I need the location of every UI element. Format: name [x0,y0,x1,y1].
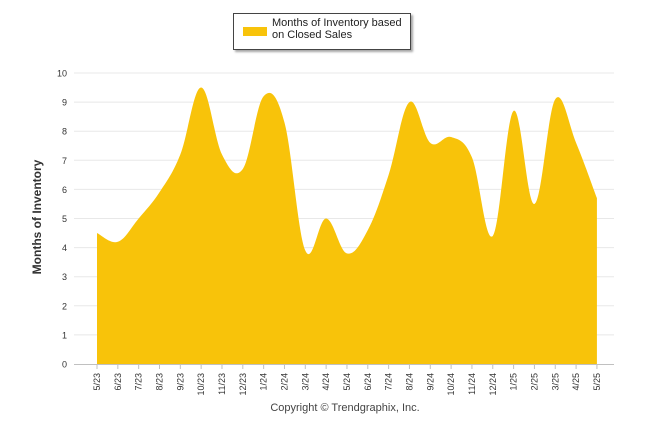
x-tick-label-5-24: 5/24 [342,373,352,391]
data-point-3-25 [554,98,557,101]
data-point-1-24 [262,95,265,98]
y-axis-tick-labels: 0 1 2 3 4 5 6 7 8 9 10 [57,69,67,370]
x-tick-label-5-25: 5/25 [592,373,602,391]
x-tick-label-11-23: 11/23 [217,373,227,395]
y-tick-label-0: 0 [62,360,67,370]
data-point-11-24 [470,156,473,159]
x-tick-label-3-25: 3/25 [550,373,560,391]
data-point-6-23 [116,240,119,243]
x-tick-label-3-24: 3/24 [300,373,310,391]
data-point-4-25 [575,141,578,144]
x-tick-label-8-24: 8/24 [404,373,414,391]
data-point-12-24 [491,234,494,237]
x-tick-label-9-24: 9/24 [425,373,435,391]
series-area-months-of-inventory [96,86,598,365]
x-tick-label-2-25: 2/25 [529,373,539,391]
data-point-8-24 [408,101,411,104]
data-point-10-24 [450,136,453,139]
legend-label: Months of Inventory based on Closed Sale… [272,17,402,41]
x-tick-label-10-24: 10/24 [446,373,456,396]
x-tick-label-6-24: 6/24 [363,373,373,391]
x-tick-label-1-24: 1/24 [259,373,269,391]
y-axis-label: Months of Inventory [30,159,44,274]
y-tick-label-2: 2 [62,301,67,311]
legend: Months of Inventory based on Closed Sale… [233,13,411,50]
x-tick-label-2-24: 2/24 [279,373,289,391]
y-tick-label-3: 3 [62,272,67,282]
x-tick-label-8-23: 8/23 [154,373,164,391]
y-tick-label-6: 6 [62,185,67,195]
x-tick-label-12-23: 12/23 [238,373,248,396]
copyright-text: Copyright © Trendgraphix, Inc. [270,402,420,414]
data-point-5-23 [96,232,99,235]
data-point-6-24 [366,229,369,232]
data-point-7-24 [387,173,390,176]
data-point-10-23 [200,86,203,89]
data-point-2-25 [533,202,536,205]
data-point-9-23 [179,153,182,156]
data-point-4-24 [325,217,328,220]
x-tick-label-7-24: 7/24 [384,373,394,391]
data-point-5-24 [345,252,348,255]
x-tick-label-5-23: 5/23 [92,373,102,391]
x-tick-label-6-23: 6/23 [113,373,123,391]
axes [74,364,614,369]
data-point-1-25 [512,109,515,112]
data-point-5-25 [595,197,598,200]
data-point-9-24 [429,141,432,144]
area-fill [97,87,597,365]
x-tick-label-7-23: 7/23 [134,373,144,391]
y-tick-label-4: 4 [62,243,67,253]
data-point-11-23 [220,153,223,156]
data-point-12-23 [241,168,244,171]
data-point-7-23 [137,217,140,220]
x-tick-label-4-25: 4/25 [571,373,581,391]
y-tick-label-5: 5 [62,214,67,224]
x-tick-label-12-24: 12/24 [488,373,498,396]
y-tick-label-1: 1 [62,330,67,340]
legend-swatch [243,27,267,36]
y-tick-label-9: 9 [62,98,67,108]
x-axis-tick-labels: 5/23 6/23 7/23 8/23 9/23 10/23 11/23 12/23 1/24 2… [92,373,602,396]
y-tick-label-10: 10 [57,69,67,79]
x-tick-label-4-24: 4/24 [321,373,331,391]
x-tick-label-11-24: 11/24 [467,373,477,395]
data-point-8-23 [158,191,161,194]
data-point-3-24 [304,249,307,252]
y-tick-label-8: 8 [62,127,67,137]
x-tick-label-10-23: 10/23 [196,373,206,396]
x-tick-label-9-23: 9/23 [175,373,185,391]
x-tick-label-1-25: 1/25 [509,373,519,391]
data-point-2-24 [283,121,286,124]
y-tick-label-7: 7 [62,156,67,166]
